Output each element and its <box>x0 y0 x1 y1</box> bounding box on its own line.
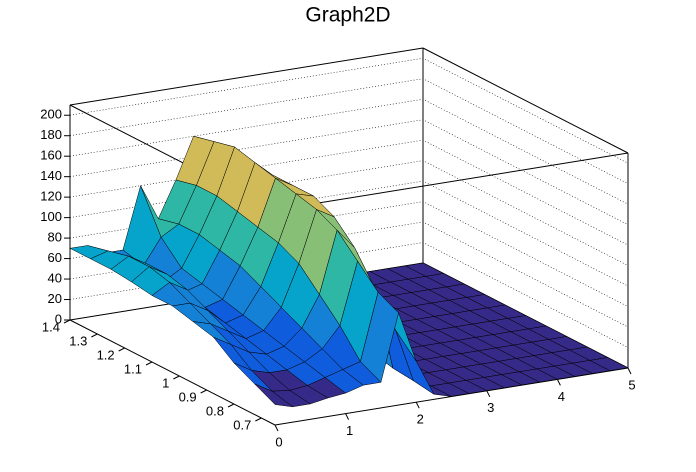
grid-line <box>69 180 629 287</box>
y-tick <box>63 319 71 324</box>
y-axis <box>69 319 276 426</box>
x-tick <box>274 424 279 432</box>
z-tick-label: 20 <box>48 291 62 306</box>
z-tick-label: 80 <box>48 230 62 245</box>
x-tick-label: 1 <box>346 423 353 438</box>
z-tick-label: 0 <box>55 311 62 326</box>
y-tick-label: 0.9 <box>179 389 197 404</box>
x-tick-label: 4 <box>558 389 565 404</box>
grid-line <box>69 221 629 328</box>
y-tick <box>227 403 235 408</box>
z-tick-label: 60 <box>48 250 62 265</box>
x-axis <box>274 367 629 426</box>
grid-line <box>69 57 629 164</box>
z-tick-label: 180 <box>40 127 62 142</box>
z-tick-label: 120 <box>40 189 62 204</box>
y-tick-label: 1 <box>162 375 169 390</box>
x-tick <box>627 367 632 375</box>
z-tick-label: 160 <box>40 148 62 163</box>
grid-line <box>69 119 629 225</box>
y-tick <box>145 361 153 366</box>
x-tick <box>486 390 491 398</box>
y-tick-label: 1.2 <box>97 347 115 362</box>
grid-line <box>69 201 629 307</box>
y-tick-label: 0.8 <box>206 403 224 418</box>
box-edge <box>422 47 629 154</box>
surface-cell <box>254 383 294 408</box>
box-edge <box>69 47 424 106</box>
x-tick-label: 5 <box>628 377 635 392</box>
x-tick-label: 3 <box>487 400 494 415</box>
y-tick <box>255 417 262 422</box>
chart-title: Graph2D <box>305 4 390 27</box>
y-tick-label: 1.4 <box>42 319 60 334</box>
z-tick-label: 40 <box>48 270 62 285</box>
y-tick <box>173 375 180 380</box>
x-tick-label: 0 <box>275 434 282 449</box>
y-tick <box>91 333 98 338</box>
y-tick-label: 1.3 <box>69 333 87 348</box>
y-tick <box>200 389 207 394</box>
grid-line <box>69 242 629 348</box>
y-tick-label: 0.7 <box>233 417 251 432</box>
y-tick <box>118 347 125 352</box>
box-edge <box>274 152 629 211</box>
grid-line <box>69 160 629 266</box>
x-tick <box>556 379 561 386</box>
grid-line <box>69 139 629 246</box>
x-tick-label: 2 <box>417 412 424 427</box>
x-tick <box>415 401 420 409</box>
y-tick-label: 1.1 <box>124 361 142 376</box>
z-tick-label: 100 <box>40 209 62 224</box>
z-tick-label: 140 <box>40 168 62 183</box>
z-tick-label: 200 <box>40 107 62 122</box>
grid-line <box>69 98 629 205</box>
x-tick <box>345 413 350 420</box>
grid-line <box>69 78 629 184</box>
